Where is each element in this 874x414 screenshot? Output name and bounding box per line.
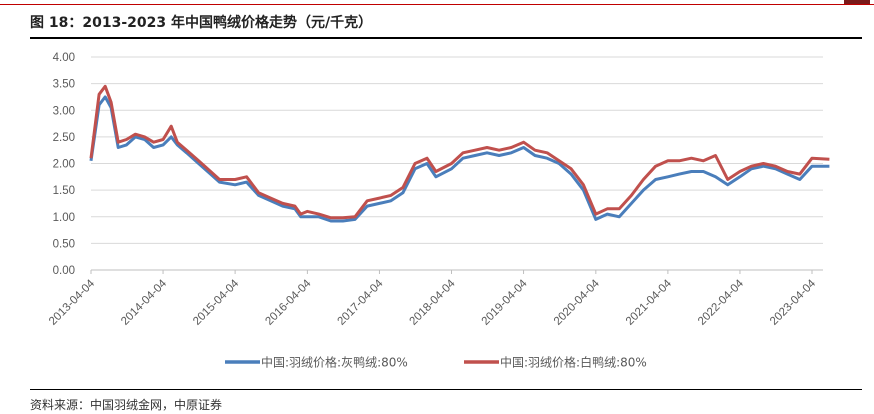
series-lines bbox=[89, 84, 830, 223]
x-tick-label: 2019-04-04 bbox=[480, 277, 531, 328]
y-tick-label: 1.50 bbox=[53, 185, 75, 197]
x-axis-ticks: 2013-04-04 2014-04-04 2015-04-04 2016-04-04… bbox=[47, 270, 819, 328]
series-line-white-duck-down bbox=[89, 84, 830, 220]
header-corner-mark bbox=[844, 0, 870, 4]
gridlines bbox=[91, 56, 823, 271]
y-tick-label: 0.50 bbox=[53, 238, 75, 250]
y-tick-label: 3.00 bbox=[53, 105, 75, 117]
x-tick-label: 2020-04-04 bbox=[552, 277, 603, 328]
figure-title: 图 18：2013-2023 年中国鸭绒价格走势（元/千克） bbox=[30, 15, 373, 31]
x-tick-label: 2016-04-04 bbox=[263, 277, 314, 328]
legend: 中国:羽绒价格:灰鸭绒:80% 中国:羽绒价格:白鸭绒:80% bbox=[225, 355, 647, 370]
header-red-rule bbox=[0, 4, 874, 5]
footer-rule bbox=[30, 389, 862, 390]
y-tick-label: 2.50 bbox=[53, 132, 75, 144]
y-tick-label: 4.00 bbox=[53, 52, 75, 64]
x-tick-label: 2017-04-04 bbox=[335, 277, 386, 328]
x-tick-label: 2015-04-04 bbox=[191, 277, 242, 328]
y-tick-label: 2.00 bbox=[53, 159, 75, 171]
title-rule bbox=[30, 37, 862, 39]
y-axis-ticks: 0.00 0.50 1.00 1.50 2.00 2.50 3.00 3.50 4.00 bbox=[53, 52, 75, 277]
series-line-gray-duck-down bbox=[89, 95, 830, 223]
y-tick-label: 0.00 bbox=[53, 265, 75, 277]
x-tick-label: 2022-04-04 bbox=[696, 277, 747, 328]
legend-label: 中国:羽绒价格:灰鸭绒:80% bbox=[261, 355, 408, 370]
y-tick-label: 1.00 bbox=[53, 212, 75, 224]
x-tick-label: 2023-04-04 bbox=[768, 277, 819, 328]
x-tick-label: 2021-04-04 bbox=[624, 277, 675, 328]
y-tick-label: 3.50 bbox=[53, 79, 75, 91]
x-tick-label: 2013-04-04 bbox=[47, 277, 98, 328]
x-tick-label: 2018-04-04 bbox=[408, 277, 459, 328]
x-tick-label: 2014-04-04 bbox=[119, 277, 170, 328]
source-note: 资料来源：中国羽绒金网，中原证券 bbox=[30, 398, 223, 412]
legend-label: 中国:羽绒价格:白鸭绒:80% bbox=[500, 355, 647, 370]
